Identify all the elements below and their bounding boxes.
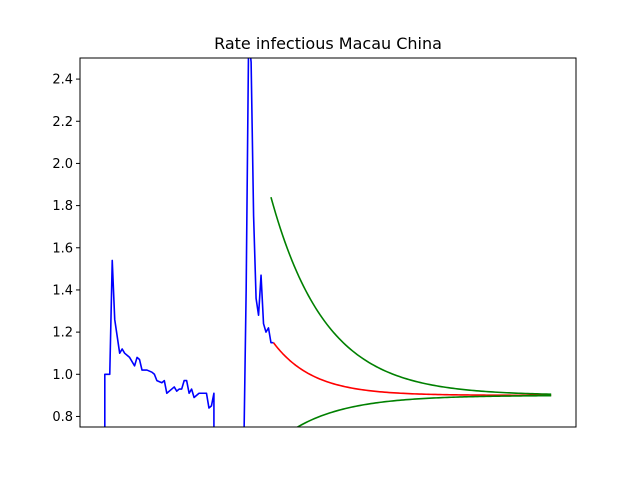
series-line-2 <box>272 342 552 397</box>
plot-frame <box>79 57 577 428</box>
series-line-4 <box>296 394 552 427</box>
series-line-3 <box>270 196 552 396</box>
y-tick-label: 2.4 <box>52 73 73 88</box>
y-tick-label: 2.2 <box>52 115 73 130</box>
y-tick-label: 1.6 <box>52 241 73 256</box>
y-tick-label: 0.8 <box>52 410 73 425</box>
chart-title: Rate infectious Macau China <box>214 34 442 53</box>
series-layer <box>104 58 552 427</box>
y-tick-label: 1.2 <box>52 326 73 341</box>
series-line-1 <box>243 58 274 427</box>
y-tick-label: 1.0 <box>52 368 73 383</box>
y-tick-label: 2.0 <box>52 157 73 172</box>
series-line-0 <box>104 259 215 427</box>
y-tick-label: 1.4 <box>52 283 73 298</box>
y-tick-label: 1.8 <box>52 199 73 214</box>
y-axis: 0.8 1.0 1.2 1.4 1.6 1.8 2.0 2.2 2.4 <box>52 73 80 425</box>
